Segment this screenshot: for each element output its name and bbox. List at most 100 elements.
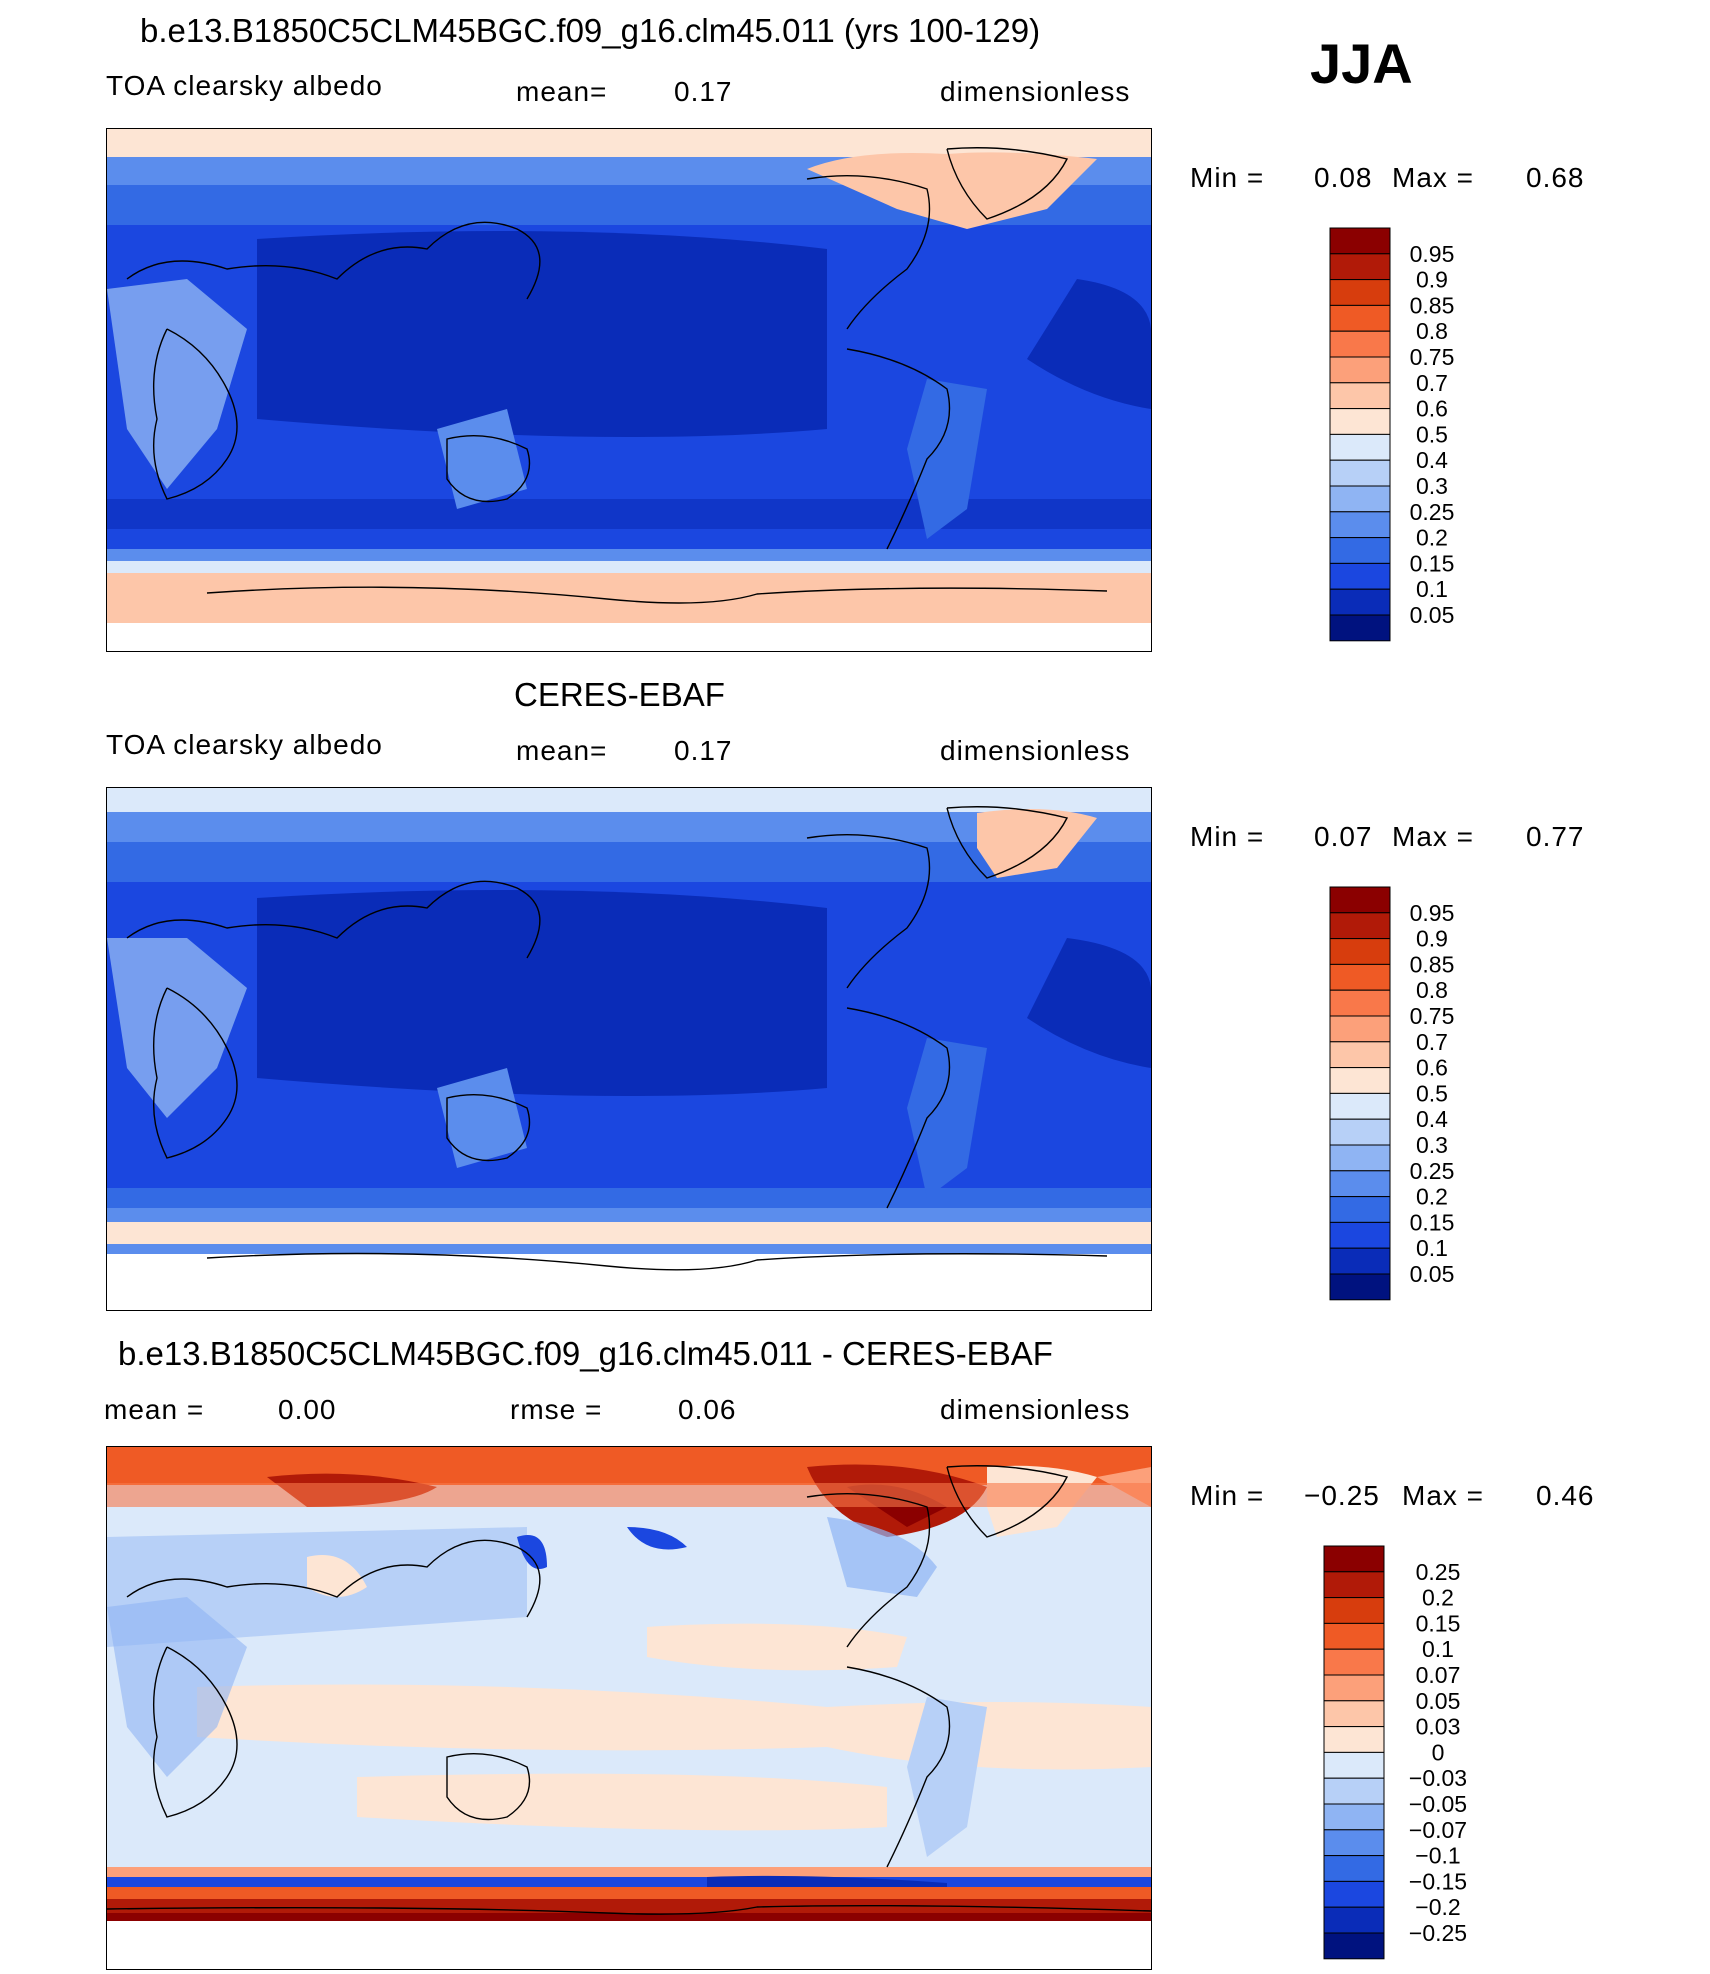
colorbar-tick-label: 0 <box>1432 1739 1445 1765</box>
panel2-map <box>106 787 1152 1311</box>
colorbar-tick-label: −0.07 <box>1409 1817 1467 1843</box>
colorbar-swatch <box>1329 1118 1391 1146</box>
colorbar-tick-label: −0.03 <box>1409 1765 1467 1791</box>
colorbar-tick-label: 0.25 <box>1410 499 1455 525</box>
colorbar-swatch <box>1323 1571 1385 1599</box>
panel3-colorbar: 0.250.20.150.10.070.050.030−0.03−0.05−0.… <box>1323 1545 1467 1960</box>
panel1-min-label: Min = <box>1190 162 1265 193</box>
colorbar-tick-label: 0.15 <box>1416 1610 1461 1636</box>
colorbar-tick-label: 0.6 <box>1416 1055 1448 1081</box>
colorbar-swatch <box>1329 886 1391 914</box>
colorbar-swatch <box>1329 989 1391 1017</box>
panel3-mean-label: mean = <box>104 1394 205 1425</box>
colorbar-tick-label: 0.07 <box>1416 1662 1461 1688</box>
colorbar-tick-label: 0.7 <box>1416 370 1448 396</box>
colorbar-swatch <box>1329 1273 1391 1301</box>
panel3-min-label: Min = <box>1190 1480 1265 1511</box>
colorbar-tick-label: −0.1 <box>1415 1843 1460 1869</box>
colorbar-tick-label: 0.2 <box>1416 1184 1448 1210</box>
colorbar-swatch <box>1329 253 1391 281</box>
colorbar-tick-label: 0.05 <box>1410 1261 1455 1287</box>
colorbar-swatch <box>1323 1674 1385 1702</box>
colorbar-tick-label: 0.3 <box>1416 473 1448 499</box>
colorbar-tick-label: 0.15 <box>1410 1209 1455 1235</box>
colorbar-swatch <box>1329 459 1391 487</box>
colorbar-swatch <box>1323 1777 1385 1805</box>
panel3-max-label: Max = <box>1402 1480 1485 1511</box>
panel3-units: dimensionless <box>940 1394 1131 1425</box>
colorbar-swatch <box>1323 1726 1385 1753</box>
colorbar-swatch <box>1329 279 1391 306</box>
colorbar-tick-label: 0.15 <box>1410 550 1455 576</box>
colorbar-tick-label: 0.25 <box>1410 1158 1455 1184</box>
colorbar-swatch <box>1323 1597 1385 1624</box>
colorbar-tick-label: 0.05 <box>1416 1688 1461 1714</box>
colorbar-swatch <box>1329 588 1391 616</box>
colorbar-swatch <box>1329 1196 1391 1223</box>
colorbar-swatch <box>1323 1855 1385 1882</box>
panel3-map <box>106 1446 1152 1970</box>
panel2-units: dimensionless <box>940 735 1131 766</box>
colorbar-swatch <box>1323 1545 1385 1573</box>
colorbar-swatch <box>1323 1751 1385 1779</box>
colorbar-swatch <box>1329 330 1391 358</box>
colorbar-tick-label: 0.03 <box>1416 1714 1461 1740</box>
colorbar-swatch <box>1329 485 1391 513</box>
panel2-max-value: 0.77 <box>1526 821 1585 852</box>
colorbar-tick-label: 0.7 <box>1416 1029 1448 1055</box>
colorbar-tick-label: 0.1 <box>1422 1636 1454 1662</box>
panel2-min-label: Min = <box>1190 821 1265 852</box>
colorbar-tick-label: 0.5 <box>1416 1080 1448 1106</box>
colorbar-tick-label: 0.6 <box>1416 396 1448 422</box>
colorbar-swatch <box>1329 562 1391 590</box>
colorbar-swatch <box>1329 1144 1391 1172</box>
colorbar-swatch <box>1329 1067 1391 1094</box>
colorbar-tick-label: 0.1 <box>1416 1235 1448 1261</box>
colorbar-tick-label: 0.2 <box>1422 1585 1454 1611</box>
colorbar-tick-label: 0.95 <box>1410 900 1455 926</box>
colorbar-swatch <box>1329 938 1391 965</box>
colorbar-tick-label: −0.2 <box>1415 1894 1460 1920</box>
panel3-rmse-value: 0.06 <box>678 1394 737 1425</box>
panel2-max-label: Max = <box>1392 821 1475 852</box>
colorbar-swatch <box>1329 382 1391 410</box>
colorbar-swatch <box>1329 304 1391 332</box>
panel1-max-value: 0.68 <box>1526 162 1585 193</box>
colorbar-tick-label: 0.4 <box>1416 1106 1448 1132</box>
panel1-variable-label: TOA clearsky albedo <box>106 70 383 101</box>
panel2-mean-value: 0.17 <box>674 735 733 766</box>
panel3-title: b.e13.B1850C5CLM45BGC.f09_g16.clm45.011 … <box>118 1335 1053 1372</box>
panel1-map-svg <box>107 129 1151 651</box>
colorbar-swatch <box>1329 1247 1391 1275</box>
panel1-min-value: 0.08 <box>1314 162 1373 193</box>
panel3-mean-value: 0.00 <box>278 1394 337 1425</box>
colorbar-tick-label: 0.85 <box>1410 292 1455 318</box>
colorbar-tick-label: 0.2 <box>1416 525 1448 551</box>
colorbar-swatch <box>1329 537 1391 564</box>
colorbar-swatch <box>1323 1803 1385 1831</box>
colorbar-tick-label: 0.8 <box>1416 318 1448 344</box>
panel3-min-value: −0.25 <box>1304 1480 1380 1511</box>
panel2-min-value: 0.07 <box>1314 821 1373 852</box>
colorbar-swatch <box>1323 1622 1385 1650</box>
colorbar-swatch <box>1329 1170 1391 1198</box>
colorbar-swatch <box>1329 963 1391 991</box>
colorbar-swatch <box>1329 1221 1391 1249</box>
colorbar-swatch <box>1329 1092 1391 1120</box>
colorbar-swatch <box>1323 1700 1385 1728</box>
panel1-max-label: Max = <box>1392 162 1475 193</box>
panel2-map-svg <box>107 788 1151 1310</box>
panel3-map-svg <box>107 1447 1151 1969</box>
colorbar-swatch <box>1329 614 1391 642</box>
colorbar-tick-label: 0.3 <box>1416 1132 1448 1158</box>
colorbar-tick-label: 0.75 <box>1410 1003 1455 1029</box>
colorbar-swatch <box>1323 1648 1385 1676</box>
season-label: JJA <box>1310 32 1413 95</box>
panel1-mean-label: mean= <box>516 76 608 107</box>
colorbar-tick-label: 0.05 <box>1410 602 1455 628</box>
colorbar-tick-label: −0.15 <box>1409 1868 1467 1894</box>
colorbar-swatch <box>1329 227 1391 255</box>
colorbar-swatch <box>1329 1041 1391 1069</box>
colorbar-swatch <box>1329 356 1391 384</box>
colorbar-tick-label: 0.4 <box>1416 447 1448 473</box>
